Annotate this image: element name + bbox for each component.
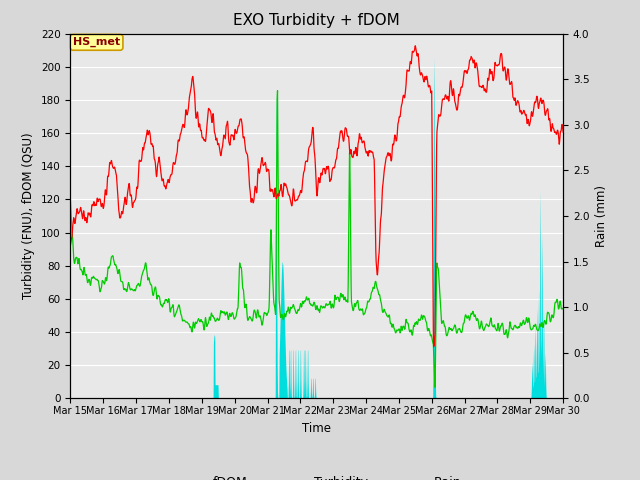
Text: HS_met: HS_met <box>73 37 120 48</box>
Y-axis label: Turbidity (FNU), fDOM (QSU): Turbidity (FNU), fDOM (QSU) <box>22 132 35 300</box>
X-axis label: Time: Time <box>302 421 332 434</box>
Title: EXO Turbidity + fDOM: EXO Turbidity + fDOM <box>234 13 400 28</box>
Y-axis label: Rain (mm): Rain (mm) <box>595 185 608 247</box>
Legend: fDOM, Turbidity, Rain: fDOM, Turbidity, Rain <box>167 471 467 480</box>
